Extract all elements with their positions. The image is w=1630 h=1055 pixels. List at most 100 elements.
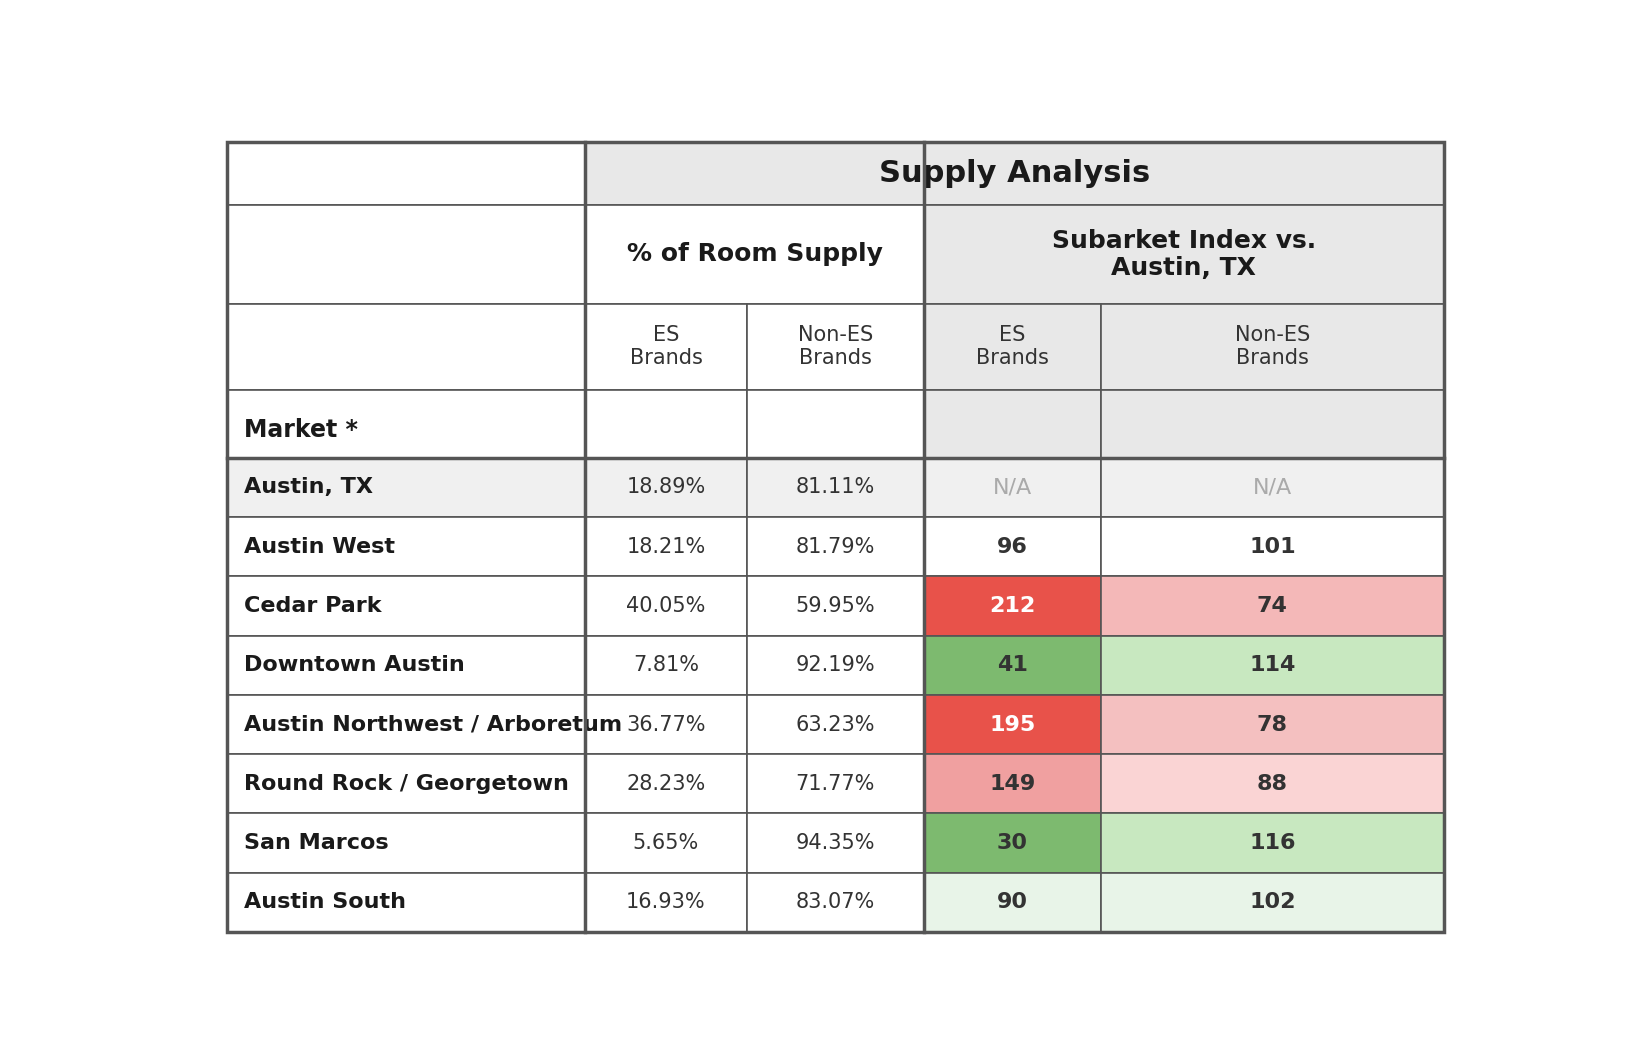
Text: 83.07%: 83.07% [795, 893, 875, 913]
Bar [1100, 458, 1444, 517]
Bar [227, 205, 585, 304]
Text: 41: 41 [998, 655, 1029, 675]
Text: Austin Northwest / Arboretum: Austin Northwest / Arboretum [244, 714, 623, 734]
Bar [227, 813, 585, 872]
Bar [585, 813, 747, 872]
Text: 212: 212 [989, 596, 1035, 616]
Text: N/A: N/A [993, 477, 1032, 497]
Bar [585, 458, 747, 517]
Text: 18.21%: 18.21% [626, 537, 706, 557]
Text: Supply Analysis: Supply Analysis [879, 159, 1151, 188]
Text: Non-ES
Brands: Non-ES Brands [1236, 325, 1311, 368]
Text: Austin, TX: Austin, TX [244, 477, 373, 497]
Bar [585, 205, 924, 304]
Bar [1100, 695, 1444, 754]
Bar [924, 695, 1100, 754]
Bar [747, 754, 924, 813]
Bar [585, 872, 747, 932]
Bar [1100, 813, 1444, 872]
Bar [227, 142, 585, 205]
Bar [585, 695, 747, 754]
Text: 114: 114 [1249, 655, 1296, 675]
Bar [924, 458, 1100, 517]
Text: 5.65%: 5.65% [632, 833, 699, 853]
Text: Market *: Market * [244, 418, 359, 442]
Text: 102: 102 [1249, 893, 1296, 913]
Bar [227, 304, 585, 390]
Bar [747, 458, 924, 517]
Bar [1100, 576, 1444, 635]
Bar [1100, 517, 1444, 576]
Text: Cedar Park: Cedar Park [244, 596, 381, 616]
Bar [227, 390, 585, 458]
Text: 88: 88 [1257, 773, 1288, 793]
Bar [1100, 635, 1444, 695]
Bar [1100, 390, 1444, 458]
Bar [585, 142, 1444, 205]
Bar [747, 576, 924, 635]
Bar [747, 872, 924, 932]
Bar [1100, 872, 1444, 932]
Text: 7.81%: 7.81% [632, 655, 699, 675]
Text: 59.95%: 59.95% [795, 596, 875, 616]
Text: ES
Brands: ES Brands [976, 325, 1050, 368]
Text: Austin South: Austin South [244, 893, 406, 913]
Text: % of Room Supply: % of Room Supply [626, 243, 882, 267]
Text: 16.93%: 16.93% [626, 893, 706, 913]
Text: 81.79%: 81.79% [795, 537, 875, 557]
Text: 94.35%: 94.35% [795, 833, 875, 853]
Bar [747, 390, 924, 458]
Bar [227, 635, 585, 695]
Text: 90: 90 [998, 893, 1029, 913]
Text: Round Rock / Georgetown: Round Rock / Georgetown [244, 773, 569, 793]
Bar [585, 390, 747, 458]
Bar [585, 754, 747, 813]
Bar [227, 872, 585, 932]
Text: 36.77%: 36.77% [626, 714, 706, 734]
Bar [585, 576, 747, 635]
Bar [924, 517, 1100, 576]
Bar [747, 517, 924, 576]
Bar [924, 635, 1100, 695]
Text: 92.19%: 92.19% [795, 655, 875, 675]
Bar [227, 576, 585, 635]
Text: San Marcos: San Marcos [244, 833, 388, 853]
Bar [747, 304, 924, 390]
Bar [1100, 754, 1444, 813]
Text: 149: 149 [989, 773, 1035, 793]
Bar [585, 517, 747, 576]
Bar [1100, 304, 1444, 390]
Bar [924, 872, 1100, 932]
Text: 40.05%: 40.05% [626, 596, 706, 616]
Text: Non-ES
Brands: Non-ES Brands [797, 325, 874, 368]
Bar [924, 205, 1444, 304]
Text: 28.23%: 28.23% [626, 773, 706, 793]
Text: 18.89%: 18.89% [626, 477, 706, 497]
Text: 116: 116 [1249, 833, 1296, 853]
Text: Austin West: Austin West [244, 537, 394, 557]
Bar [924, 390, 1100, 458]
Text: 101: 101 [1249, 537, 1296, 557]
Text: 81.11%: 81.11% [795, 477, 875, 497]
Bar [227, 695, 585, 754]
Text: Subarket Index vs.
Austin, TX: Subarket Index vs. Austin, TX [1051, 229, 1315, 281]
Bar [924, 754, 1100, 813]
Text: Downtown Austin: Downtown Austin [244, 655, 465, 675]
Text: ES
Brands: ES Brands [629, 325, 703, 368]
Bar [227, 458, 585, 517]
Bar [924, 304, 1100, 390]
Bar [227, 754, 585, 813]
Text: 63.23%: 63.23% [795, 714, 875, 734]
Text: 195: 195 [989, 714, 1035, 734]
Bar [747, 695, 924, 754]
Bar [227, 517, 585, 576]
Bar [747, 635, 924, 695]
Bar [747, 813, 924, 872]
Text: 74: 74 [1257, 596, 1288, 616]
Text: N/A: N/A [1253, 477, 1293, 497]
Bar [585, 635, 747, 695]
Text: 96: 96 [998, 537, 1029, 557]
Text: 71.77%: 71.77% [795, 773, 875, 793]
Bar [924, 576, 1100, 635]
Bar [585, 304, 747, 390]
